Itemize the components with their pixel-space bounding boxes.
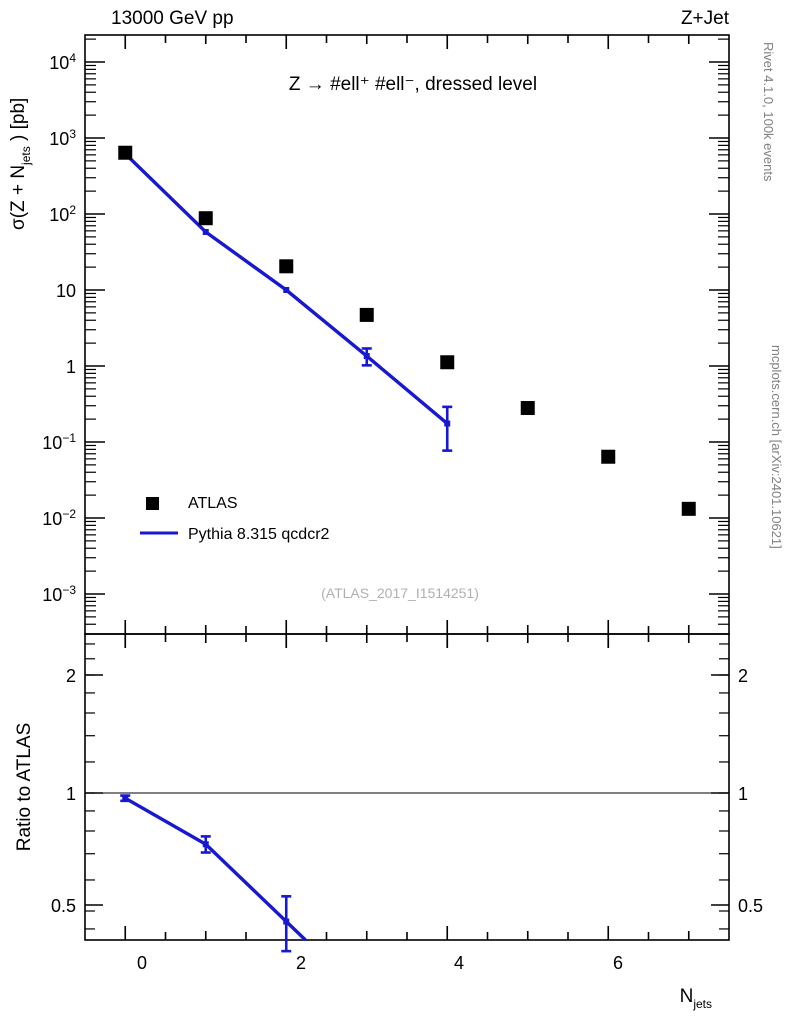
atlas-point — [118, 145, 133, 160]
lower-y-tick-labels: 2 1 0.5 — [51, 666, 76, 916]
legend: ATLAS Pythia 8.315 qcdcr2 — [140, 495, 330, 543]
x-axis-label: Njets — [680, 986, 712, 1011]
upper-x-ticks — [124, 35, 690, 648]
atlas-point — [681, 501, 696, 516]
ratio-point — [202, 841, 209, 848]
pythia-point — [363, 353, 370, 360]
xtick-6: 6 — [613, 953, 623, 973]
ytick-1em1: 10−1 — [42, 431, 76, 453]
ratio-point — [122, 795, 129, 802]
ratio-ytick-1: 1 — [66, 784, 76, 804]
xtick-0: 0 — [137, 953, 147, 973]
lower-panel-frame — [84, 633, 730, 941]
atlas-point — [279, 259, 294, 274]
legend-label-atlas: ATLAS — [188, 495, 238, 512]
header-right: Z+Jet — [681, 8, 730, 29]
lower-y-major-ticks — [85, 674, 729, 906]
legend-marker-atlas — [146, 497, 159, 510]
lower-y-tick-labels-right: 2 1 0.5 — [738, 666, 763, 916]
pythia-point — [283, 287, 290, 293]
upper-panel-data — [118, 145, 696, 516]
ytick-10: 10 — [56, 281, 76, 301]
upper-y-tick-labels: 104 103 102 10 1 10−1 10−2 10−3 — [42, 51, 76, 605]
atlas-point — [440, 355, 455, 370]
analysis-watermark: (ATLAS_2017_I1514251) — [321, 585, 479, 601]
atlas-point — [520, 401, 535, 416]
lower-y-minor-ticks — [85, 643, 729, 930]
atlas-point — [601, 449, 616, 464]
lower-panel-data — [120, 794, 307, 953]
mcplots-annotation: mcplots.cern.ch [arXiv:2401.10621] — [769, 345, 784, 549]
legend-label-pythia: Pythia 8.315 qcdcr2 — [188, 526, 330, 543]
lower-y-axis-label: Ratio to ATLAS — [14, 723, 35, 852]
header-left: 13000 GeV pp — [111, 8, 234, 29]
atlas-point — [198, 211, 213, 226]
lower-panel — [84, 633, 730, 941]
pythia-point — [444, 420, 451, 427]
ratio-ytick-2: 2 — [66, 666, 76, 686]
ratio-ytick-right-2: 2 — [738, 666, 748, 686]
atlas-point — [359, 307, 374, 322]
ytick-1e2: 102 — [49, 203, 76, 225]
upper-y-major-ticks — [85, 61, 729, 595]
xtick-2: 2 — [296, 953, 306, 973]
upper-y-minor-ticks — [85, 38, 729, 625]
lower-x-ticks — [124, 634, 690, 940]
x-tick-labels: 0 2 4 6 — [137, 953, 623, 973]
ytick-1em3: 10−3 — [42, 583, 76, 605]
ratio-ytick-right-1: 1 — [738, 784, 748, 804]
ratio-curve — [124, 796, 307, 942]
ratio-ytick-right-05: 0.5 — [738, 896, 763, 916]
page-title: Z → #ell⁺ #ell⁻, dressed level — [289, 74, 537, 95]
ratio-point — [283, 918, 290, 925]
xtick-4: 4 — [454, 953, 464, 973]
ytick-1em2: 10−2 — [42, 507, 76, 529]
upper-panel — [84, 34, 730, 648]
upper-y-axis-label: σ(Z + Njets ) [pb] — [8, 98, 33, 230]
rivet-version-annotation: Rivet 4.1.0, 100k events — [761, 42, 776, 182]
ytick-1e3: 103 — [49, 127, 76, 149]
pythia-point — [202, 228, 209, 235]
ytick-1e4: 104 — [49, 51, 76, 73]
ratio-ytick-05: 0.5 — [51, 896, 76, 916]
upper-panel-frame — [84, 34, 730, 635]
ytick-1: 1 — [66, 357, 76, 377]
